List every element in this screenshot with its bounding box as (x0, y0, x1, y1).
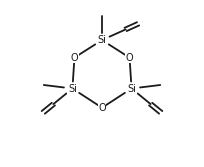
Text: Si: Si (98, 35, 106, 45)
Text: Si: Si (68, 84, 77, 94)
Text: O: O (71, 53, 78, 63)
Text: O: O (98, 103, 106, 113)
Text: O: O (126, 53, 133, 63)
Text: Si: Si (127, 84, 136, 94)
